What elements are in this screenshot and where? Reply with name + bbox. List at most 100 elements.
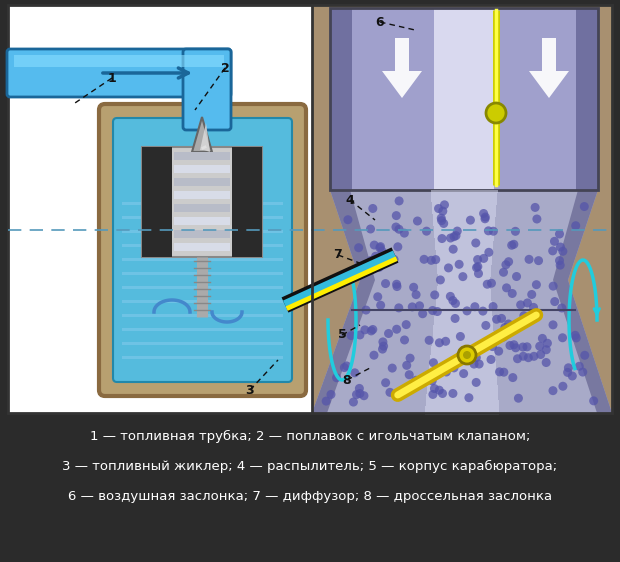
Bar <box>432 205 496 208</box>
Circle shape <box>479 307 487 316</box>
Bar <box>434 319 493 322</box>
Bar <box>435 247 493 250</box>
Bar <box>430 361 496 364</box>
Circle shape <box>400 336 409 345</box>
Bar <box>434 322 493 325</box>
Circle shape <box>371 252 380 261</box>
Bar <box>174 165 230 173</box>
Bar <box>122 258 283 261</box>
Bar <box>435 241 494 244</box>
Bar <box>435 307 492 310</box>
Bar <box>122 342 283 345</box>
Circle shape <box>459 369 468 378</box>
Circle shape <box>474 269 483 278</box>
Circle shape <box>440 200 449 209</box>
Circle shape <box>472 378 480 387</box>
Circle shape <box>510 340 518 349</box>
Circle shape <box>451 314 459 323</box>
Circle shape <box>444 264 453 273</box>
Bar <box>432 202 497 205</box>
Circle shape <box>512 272 521 281</box>
Circle shape <box>504 319 513 328</box>
Circle shape <box>533 215 541 224</box>
Bar <box>431 193 497 196</box>
Bar <box>432 208 496 211</box>
Circle shape <box>536 350 545 359</box>
Bar <box>174 230 230 238</box>
Bar <box>122 314 283 317</box>
Circle shape <box>505 341 515 350</box>
Bar <box>434 229 494 232</box>
Circle shape <box>370 351 378 360</box>
Text: 6: 6 <box>376 16 384 29</box>
Bar <box>436 262 492 265</box>
Circle shape <box>513 354 522 363</box>
Circle shape <box>402 320 410 329</box>
Circle shape <box>479 254 488 263</box>
Circle shape <box>559 247 567 256</box>
Bar <box>432 343 495 346</box>
Circle shape <box>327 390 335 399</box>
Circle shape <box>492 315 501 324</box>
Circle shape <box>542 358 551 367</box>
Circle shape <box>412 376 420 385</box>
Bar <box>428 376 497 379</box>
Circle shape <box>589 396 598 405</box>
Bar <box>433 328 494 331</box>
Circle shape <box>402 361 411 370</box>
Bar <box>433 226 495 229</box>
Circle shape <box>446 292 455 301</box>
Circle shape <box>479 209 488 218</box>
Bar <box>437 268 491 271</box>
Circle shape <box>437 216 446 225</box>
Circle shape <box>469 360 479 369</box>
Circle shape <box>355 384 364 393</box>
Circle shape <box>378 247 386 256</box>
Circle shape <box>350 368 359 377</box>
Bar <box>122 286 283 289</box>
Circle shape <box>427 256 436 265</box>
Bar <box>431 352 495 355</box>
Circle shape <box>529 303 538 312</box>
Bar <box>438 283 490 286</box>
Circle shape <box>392 280 401 289</box>
Circle shape <box>340 363 349 372</box>
Circle shape <box>507 241 516 250</box>
Bar <box>433 334 494 337</box>
Circle shape <box>487 279 496 288</box>
Circle shape <box>378 345 387 353</box>
Bar <box>426 400 498 403</box>
Bar <box>8 5 612 413</box>
Bar <box>430 355 495 358</box>
Bar <box>425 403 498 406</box>
Circle shape <box>392 325 401 334</box>
Circle shape <box>484 248 494 257</box>
Circle shape <box>349 397 358 406</box>
Circle shape <box>418 309 427 318</box>
Circle shape <box>489 302 498 311</box>
Bar <box>430 190 497 193</box>
Circle shape <box>558 333 567 342</box>
Bar <box>312 5 612 413</box>
Circle shape <box>381 279 390 288</box>
Circle shape <box>360 391 368 400</box>
Bar <box>434 8 494 190</box>
Bar <box>174 152 230 160</box>
Circle shape <box>500 323 510 332</box>
Circle shape <box>572 333 581 342</box>
Circle shape <box>548 246 557 255</box>
Bar <box>433 223 495 226</box>
Bar <box>174 191 230 199</box>
Circle shape <box>373 292 383 301</box>
Circle shape <box>342 361 351 370</box>
Bar <box>434 235 494 238</box>
Circle shape <box>543 339 552 348</box>
Circle shape <box>343 215 352 224</box>
Bar <box>330 8 352 190</box>
Bar <box>330 8 598 190</box>
Circle shape <box>428 390 437 399</box>
Circle shape <box>550 297 559 306</box>
Circle shape <box>456 332 465 341</box>
Circle shape <box>453 226 462 235</box>
Circle shape <box>446 234 455 243</box>
